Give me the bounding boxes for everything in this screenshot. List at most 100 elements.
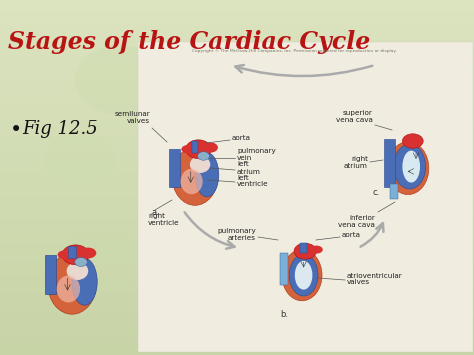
Bar [0, 329, 474, 331]
Bar [0, 257, 474, 259]
Ellipse shape [48, 253, 96, 314]
Bar [0, 201, 474, 203]
Bar [0, 291, 474, 294]
Bar [0, 340, 474, 342]
Bar [0, 333, 474, 335]
Bar [191, 141, 199, 153]
Bar [170, 149, 180, 187]
Bar [0, 4, 474, 6]
Bar [0, 207, 474, 209]
Bar [0, 228, 474, 230]
Bar [0, 139, 474, 141]
Bar [0, 68, 474, 70]
Bar [0, 31, 474, 33]
Bar [0, 0, 474, 2]
Bar [0, 175, 474, 177]
Bar [0, 20, 474, 22]
Bar [0, 35, 474, 37]
Bar [0, 118, 474, 120]
Bar [0, 60, 474, 62]
Ellipse shape [186, 140, 211, 159]
Bar [0, 97, 474, 99]
Bar [0, 126, 474, 129]
Bar [0, 18, 474, 21]
Bar [0, 21, 474, 23]
Bar [0, 318, 474, 320]
Bar [0, 259, 474, 262]
Bar [138, 42, 473, 352]
Bar [0, 320, 474, 323]
Ellipse shape [172, 147, 218, 205]
Bar [0, 86, 474, 88]
Text: c.: c. [373, 188, 380, 197]
Bar [0, 266, 474, 269]
Bar [0, 176, 474, 179]
Bar [0, 69, 474, 72]
Bar [0, 248, 474, 251]
Bar [68, 246, 75, 258]
Bar [0, 344, 474, 346]
Ellipse shape [60, 228, 140, 293]
Bar [0, 161, 474, 163]
Bar [0, 107, 474, 109]
Bar [0, 67, 474, 69]
Bar [0, 61, 474, 64]
Bar [0, 354, 474, 355]
Ellipse shape [57, 275, 80, 302]
Ellipse shape [295, 261, 312, 290]
Bar [0, 234, 474, 237]
Bar [0, 322, 474, 324]
Bar [0, 250, 474, 252]
Bar [0, 6, 474, 8]
Bar [0, 284, 474, 287]
Bar [0, 164, 474, 166]
Bar [0, 7, 474, 9]
Bar [0, 129, 474, 131]
Bar [0, 187, 474, 190]
Bar [0, 108, 474, 110]
Bar [0, 348, 474, 350]
Bar [0, 37, 474, 40]
Bar [0, 17, 474, 19]
Bar [0, 105, 474, 108]
Text: Fig 12.5: Fig 12.5 [22, 120, 98, 138]
Bar [0, 84, 474, 87]
Bar [280, 253, 288, 285]
Bar [0, 92, 474, 94]
Ellipse shape [182, 145, 195, 153]
Bar [0, 332, 474, 334]
Bar [0, 103, 474, 105]
Bar [0, 280, 474, 283]
Bar [0, 327, 474, 330]
Bar [0, 101, 474, 104]
Bar [0, 11, 474, 13]
Ellipse shape [310, 246, 323, 253]
Bar [0, 110, 474, 112]
Bar [0, 258, 474, 260]
Bar [0, 319, 474, 321]
Bar [0, 98, 474, 101]
Bar [0, 290, 474, 292]
Polygon shape [59, 296, 84, 314]
Bar [0, 220, 474, 223]
Bar [0, 196, 474, 198]
Bar [0, 244, 474, 246]
Bar [0, 137, 474, 140]
Bar [0, 247, 474, 249]
Bar [0, 135, 474, 137]
Bar [0, 158, 474, 160]
Bar [0, 172, 474, 174]
Bar [0, 87, 474, 90]
Bar [0, 208, 474, 211]
Bar [0, 313, 474, 316]
Ellipse shape [198, 152, 210, 160]
Bar [0, 324, 474, 327]
Bar [0, 209, 474, 212]
Bar [0, 15, 474, 18]
Bar [0, 255, 474, 257]
Bar [0, 225, 474, 227]
Bar [0, 178, 474, 180]
Bar [0, 81, 474, 83]
Bar [0, 169, 474, 171]
Bar [0, 90, 474, 93]
